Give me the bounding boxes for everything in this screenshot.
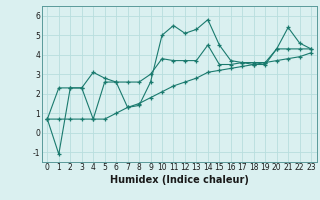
X-axis label: Humidex (Indice chaleur): Humidex (Indice chaleur) bbox=[110, 175, 249, 185]
